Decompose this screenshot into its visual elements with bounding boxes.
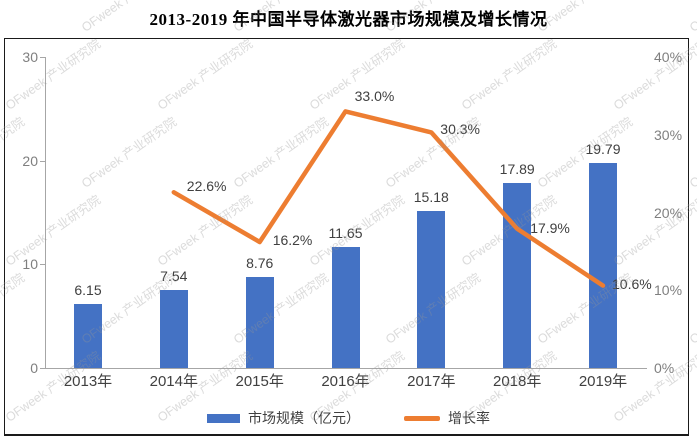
left-axis-tick-label: 20 bbox=[22, 152, 38, 169]
x-axis-label-2018年: 2018年 bbox=[493, 373, 542, 390]
bar-2017年 bbox=[417, 210, 446, 368]
legend-label: 市场规模（亿元） bbox=[248, 410, 360, 426]
line-value-label: 10.6% bbox=[612, 275, 652, 292]
bar-value-label: 11.65 bbox=[328, 225, 363, 242]
bar-value-label: 17.89 bbox=[499, 160, 535, 177]
right-axis-tick-label: 30% bbox=[654, 126, 683, 143]
x-axis-label-2014年: 2014年 bbox=[149, 373, 198, 390]
x-axis-label-2019年: 2019年 bbox=[578, 373, 628, 390]
left-axis-tick bbox=[40, 57, 45, 58]
bar-2014年 bbox=[159, 289, 188, 368]
line-value-label: 33.0% bbox=[354, 88, 395, 105]
bar-2015年 bbox=[245, 277, 274, 368]
plot-border bbox=[4, 38, 689, 436]
bar-value-label: 7.54 bbox=[160, 267, 188, 284]
growth-rate-line bbox=[171, 109, 606, 288]
line-value-label: 22.6% bbox=[186, 178, 227, 195]
bar-value-label: 15.18 bbox=[413, 188, 449, 205]
bar-value-label: 6.15 bbox=[74, 282, 102, 299]
x-axis-label-2015年: 2015年 bbox=[235, 373, 284, 390]
left-axis-tick bbox=[40, 264, 45, 266]
line-value-label: 16.2% bbox=[272, 232, 313, 249]
left-axis-tick-label: 0 bbox=[30, 360, 38, 376]
bar-2018年 bbox=[503, 182, 532, 368]
bar-2013年 bbox=[74, 304, 102, 368]
legend-label: 增长率 bbox=[448, 410, 490, 426]
line-value-label: 17.9% bbox=[530, 219, 570, 236]
x-axis-label-2016年: 2016年 bbox=[321, 373, 370, 390]
legend-line-swatch bbox=[404, 415, 440, 421]
left-axis-tick bbox=[40, 160, 45, 162]
bar-value-label: 8.76 bbox=[246, 255, 274, 272]
bar-value-label: 19.79 bbox=[585, 140, 621, 157]
left-axis-tick-label: 10 bbox=[22, 256, 38, 273]
left-axis-line bbox=[45, 57, 46, 368]
right-axis-tick-label: 0% bbox=[654, 360, 675, 376]
chart-title: 2013-2019 年中国半导体激光器市场规模及增长情况 bbox=[149, 10, 548, 29]
right-axis-tick-label: 20% bbox=[654, 204, 683, 221]
line-value-label: 30.3% bbox=[440, 121, 480, 138]
x-axis-line bbox=[45, 368, 647, 369]
legend-item: 增长率 bbox=[404, 408, 490, 428]
right-axis-tick-label: 10% bbox=[654, 282, 683, 299]
x-axis-label-2013年: 2013年 bbox=[63, 373, 113, 390]
legend: 市场规模（亿元） 增长率 bbox=[0, 408, 697, 428]
right-axis-tick-label: 40% bbox=[654, 49, 683, 65]
bar-2016年 bbox=[331, 247, 360, 368]
bar-2019年 bbox=[589, 162, 617, 368]
left-axis-tick bbox=[40, 368, 45, 369]
legend-bar-swatch bbox=[207, 413, 240, 423]
legend-item: 市场规模（亿元） bbox=[207, 408, 360, 428]
x-axis-label-2017年: 2017年 bbox=[407, 373, 456, 390]
left-axis-tick-label: 30 bbox=[22, 49, 38, 65]
